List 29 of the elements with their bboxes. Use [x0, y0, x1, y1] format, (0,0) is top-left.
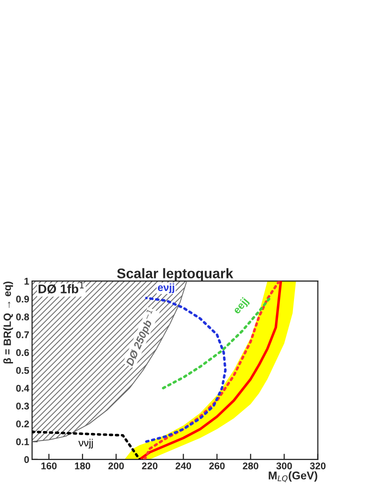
y-tick-label: 0.5: [16, 366, 30, 374]
y-tick-label: 0.7: [16, 331, 29, 338]
y-tick-label: 0.4: [16, 384, 30, 392]
text: eejj: [232, 296, 250, 316]
y-tick-label: 0.9: [16, 296, 29, 303]
x-tick-label: 320: [310, 462, 326, 470]
x-tick-label: 180: [75, 462, 90, 470]
series-label: eνjj: [158, 283, 174, 294]
series-label: ννjj: [78, 438, 93, 449]
x-axis-title: M$_{LQ}$(GeV): [268, 471, 318, 482]
annotation: DØ 1fb$^{1}$: [38, 282, 84, 294]
x-tick-label: 300: [276, 462, 292, 470]
y-tick-label: 0.2: [16, 420, 29, 428]
chart-title: Scalar leptoquark: [117, 268, 234, 282]
y-tick-label: 1: [24, 278, 30, 285]
y-tick-label: 0: [24, 456, 29, 464]
y-tick-label: 0.8: [16, 313, 30, 320]
x-tick-label: 200: [108, 462, 124, 470]
y-axis-title: β = BR(LQ → eq): [3, 282, 14, 364]
x-tick-label: 280: [242, 462, 258, 470]
y-tick-label: 0.3: [16, 402, 29, 410]
x-tick-label: 160: [41, 462, 57, 470]
y-tick-label: 0.6: [16, 349, 29, 356]
x-tick-label: 240: [176, 462, 192, 470]
line-series: [162, 298, 270, 390]
text: DØ 250pb$^{−1}$: [124, 308, 158, 368]
x-tick-label: 260: [209, 462, 225, 470]
x-tick-label: 220: [142, 462, 158, 470]
y-tick-label: 0.1: [16, 438, 30, 446]
